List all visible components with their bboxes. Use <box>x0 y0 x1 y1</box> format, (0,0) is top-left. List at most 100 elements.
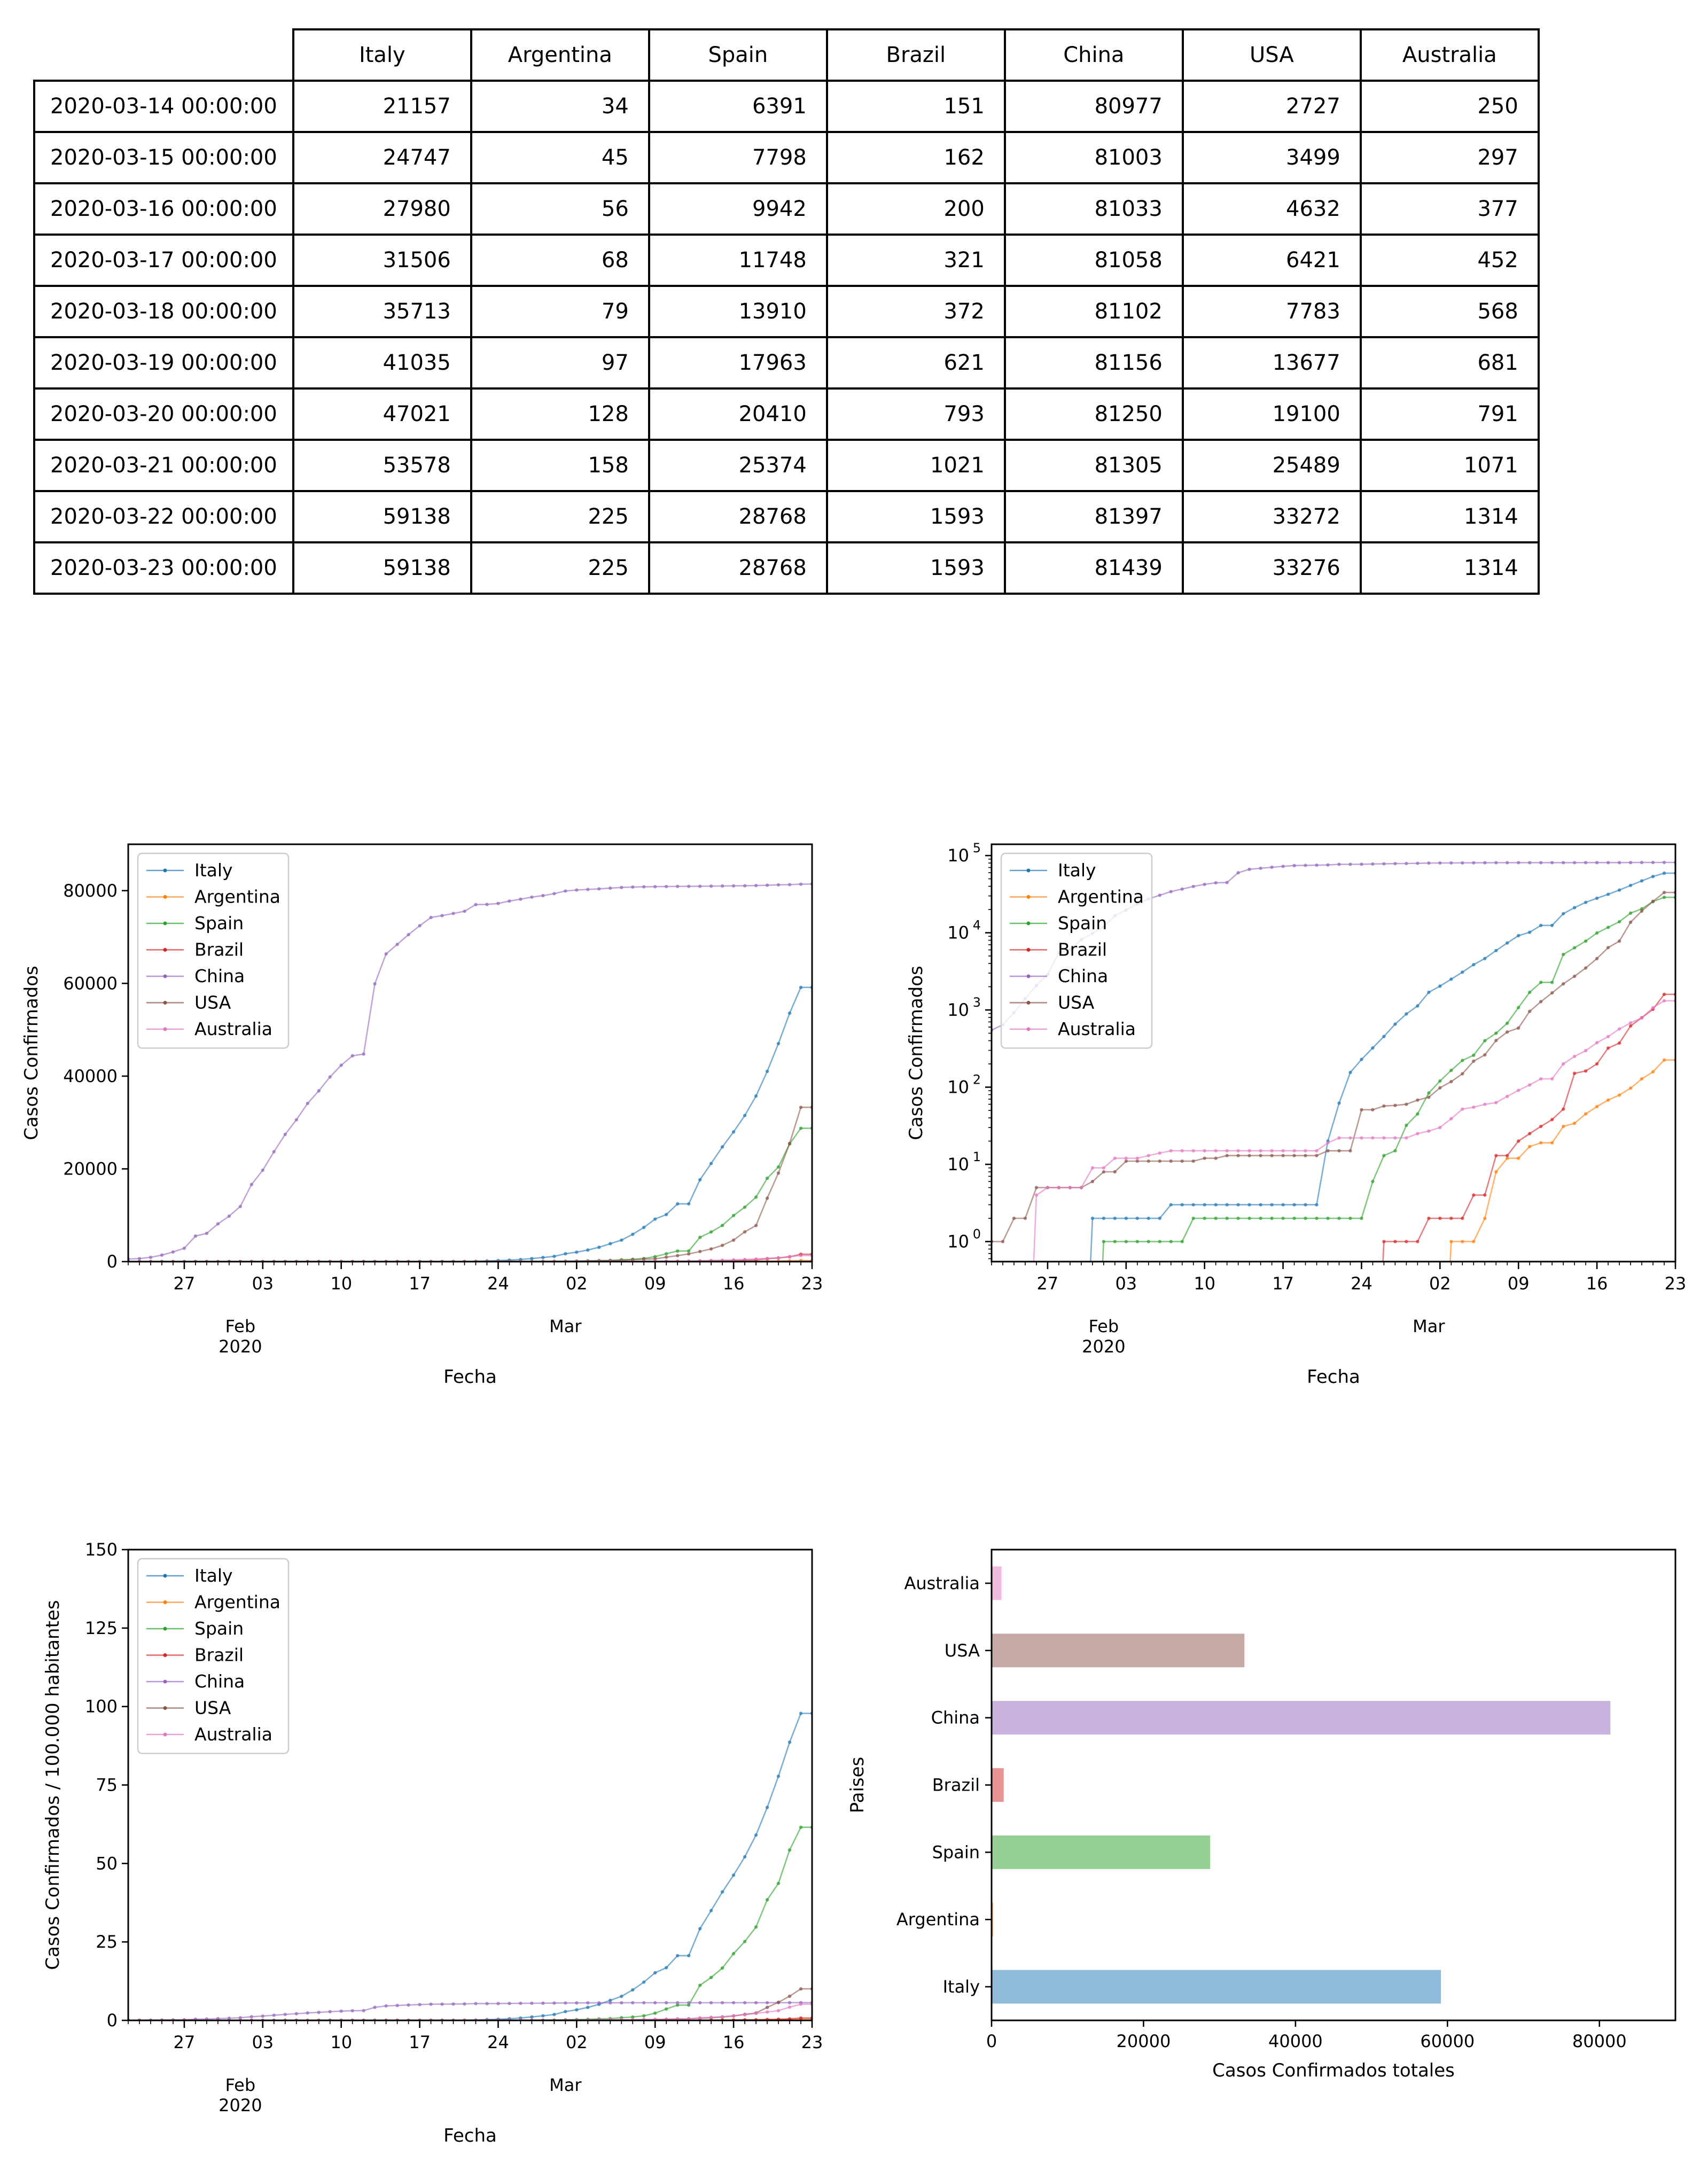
data-point <box>1304 1216 1307 1220</box>
x-axis-title: Fecha <box>443 1366 497 1388</box>
series-italy <box>128 1712 812 2020</box>
legend-marker <box>1026 868 1031 873</box>
table-cell: 79 <box>470 285 650 338</box>
data-point <box>1606 1098 1610 1102</box>
data-point <box>676 1954 680 1958</box>
data-point <box>1270 1203 1274 1207</box>
data-point <box>765 1069 769 1074</box>
data-point <box>799 985 803 989</box>
y-axis-title: Casos Confirmados <box>906 966 927 1140</box>
data-point <box>1517 934 1520 938</box>
data-point <box>1169 1159 1173 1163</box>
table-cell: 7783 <box>1181 285 1362 338</box>
data-point <box>1651 860 1655 865</box>
data-point <box>720 1145 724 1149</box>
data-point <box>1494 1039 1498 1043</box>
data-point <box>373 2005 377 2009</box>
data-point <box>1617 1093 1621 1097</box>
table-cell: 1593 <box>825 490 1006 543</box>
data-point <box>182 1246 186 1250</box>
table-cell: 621 <box>825 336 1006 390</box>
data-point <box>1326 1216 1330 1220</box>
table-cell: 24747 <box>292 131 472 184</box>
data-point <box>1337 1149 1341 1153</box>
data-point <box>1090 1216 1095 1220</box>
data-point <box>530 2015 534 2019</box>
data-table: Italy Argentina Spain Brazil China USA A… <box>33 28 1540 595</box>
data-point <box>1550 1118 1554 1122</box>
data-point <box>1617 939 1621 943</box>
data-point <box>1606 861 1610 865</box>
data-point <box>609 2001 612 2005</box>
x-tick-label: 0 <box>986 2031 997 2051</box>
linear-cases-chart: 0 20000 40000 60000 80000 27 03 10 17 24 02 09 16 23 F… <box>21 843 823 1388</box>
data-point <box>1506 941 1509 945</box>
data-point <box>1393 1022 1397 1026</box>
table-cell: 793 <box>825 387 1006 441</box>
table-cell: 321 <box>825 234 1006 287</box>
data-point <box>776 883 781 887</box>
data-point <box>1506 1154 1509 1157</box>
data-point <box>1247 1203 1251 1207</box>
data-point <box>698 2001 702 2005</box>
row-date: 2020-03-19 00:00:00 <box>33 336 294 390</box>
data-point <box>306 2011 309 2015</box>
y-tick-label: Spain <box>932 1842 980 1862</box>
data-point <box>485 2002 489 2005</box>
table-cell: 81156 <box>1003 336 1184 390</box>
table-cell: 791 <box>1359 387 1540 441</box>
data-point <box>1584 1069 1588 1073</box>
data-point <box>1236 1216 1240 1220</box>
data-point <box>294 1118 298 1122</box>
x-tick-label: 17 <box>409 1273 431 1294</box>
data-point <box>765 1176 769 1180</box>
data-point <box>1572 946 1577 950</box>
data-point <box>496 901 500 905</box>
data-point <box>440 914 444 917</box>
data-point <box>1506 1156 1509 1160</box>
data-point <box>306 1101 309 1106</box>
data-point <box>776 1171 781 1175</box>
data-point <box>1292 1203 1296 1207</box>
table-cell: 7798 <box>648 131 828 184</box>
data-point <box>1617 888 1621 892</box>
data-point <box>1562 1107 1565 1111</box>
legend-label-italy: Italy <box>194 1565 233 1586</box>
data-point <box>1180 1240 1184 1243</box>
data-point <box>1572 861 1577 865</box>
data-point <box>620 1994 623 1998</box>
data-point <box>754 2011 758 2016</box>
data-point <box>731 2014 736 2018</box>
data-point <box>541 893 545 898</box>
data-point <box>709 2001 713 2005</box>
data-point <box>799 2002 803 2006</box>
data-point <box>1191 1216 1195 1220</box>
data-point <box>631 2001 635 2005</box>
data-point <box>698 1249 702 1254</box>
data-point <box>541 1256 545 1259</box>
data-point <box>653 1971 657 1975</box>
table-cell: 81058 <box>1003 234 1184 287</box>
x-tick-label: 24 <box>1351 1273 1372 1294</box>
data-point <box>1550 991 1554 995</box>
data-point <box>1147 1240 1150 1243</box>
data-point <box>530 895 534 899</box>
data-point <box>1270 1216 1274 1220</box>
series-line-spain <box>128 1826 812 2020</box>
data-point <box>283 2012 287 2016</box>
data-point <box>160 1253 164 1257</box>
data-point <box>1259 1203 1262 1207</box>
data-point <box>1360 862 1363 866</box>
legend-label-argentina: Argentina <box>1058 886 1144 907</box>
data-point <box>1595 861 1599 865</box>
data-point <box>1584 900 1588 904</box>
data-point <box>1292 864 1296 867</box>
data-point <box>1562 1124 1565 1129</box>
legend-label-australia: Australia <box>194 1018 272 1039</box>
data-point <box>676 1202 680 1206</box>
data-point <box>1517 1139 1520 1143</box>
legend-label-argentina: Argentina <box>194 1592 280 1613</box>
data-point <box>1483 1102 1487 1106</box>
y-tick-label: Australia <box>904 1573 980 1593</box>
data-point <box>1427 1216 1431 1220</box>
